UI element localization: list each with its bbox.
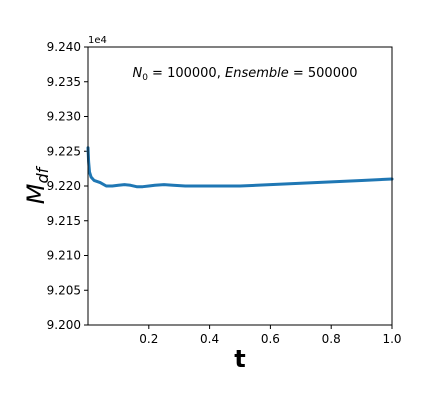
- y-tick-label: 9.215: [47, 214, 81, 228]
- series-line: [86, 146, 394, 189]
- y-tick-label: 9.210: [47, 249, 81, 263]
- y-tick-label: 9.200: [47, 318, 81, 332]
- y-tick-label: 9.230: [47, 110, 81, 124]
- y-axis-label-main: M: [22, 183, 50, 204]
- plot-frame: [87, 46, 393, 326]
- x-axis-label: t: [234, 345, 245, 373]
- y-tick-label: 9.220: [47, 179, 81, 193]
- annotation-ensemble-var: Ensemble: [225, 66, 289, 81]
- y-axis-label-sub: df: [33, 165, 52, 183]
- x-tick-label: 0.2: [139, 332, 158, 346]
- x-tick-label: 0.8: [322, 332, 341, 346]
- y-tick-label: 9.225: [47, 144, 81, 158]
- y-tick-label: 9.235: [47, 75, 81, 89]
- annotation-n-var: N: [132, 66, 142, 81]
- x-tick-label: 1.0: [382, 332, 401, 346]
- y-offset-label: 1e4: [88, 35, 107, 46]
- y-axis-label: Mdf: [22, 165, 52, 204]
- y-tick-label: 9.205: [47, 283, 81, 297]
- y-tick-label: 9.240: [47, 40, 81, 54]
- annotation-n-value: = 100000,: [148, 66, 225, 81]
- annotation-n-sub: 0: [142, 73, 148, 83]
- x-axis-ticks: 0.2 0.4 0.6 0.8 1.0: [139, 325, 402, 346]
- x-tick-label: 0.4: [200, 332, 219, 346]
- y-axis-ticks: 9.200 9.205 9.210 9.215 9.220 9.225 9.230 9.235…: [47, 40, 88, 332]
- x-tick-label: 0.6: [261, 332, 280, 346]
- annotation-ensemble-value: = 500000: [289, 66, 358, 81]
- series-layer: [86, 146, 394, 189]
- chart-annotation: N0 = 100000, Ensemble = 500000: [132, 66, 357, 83]
